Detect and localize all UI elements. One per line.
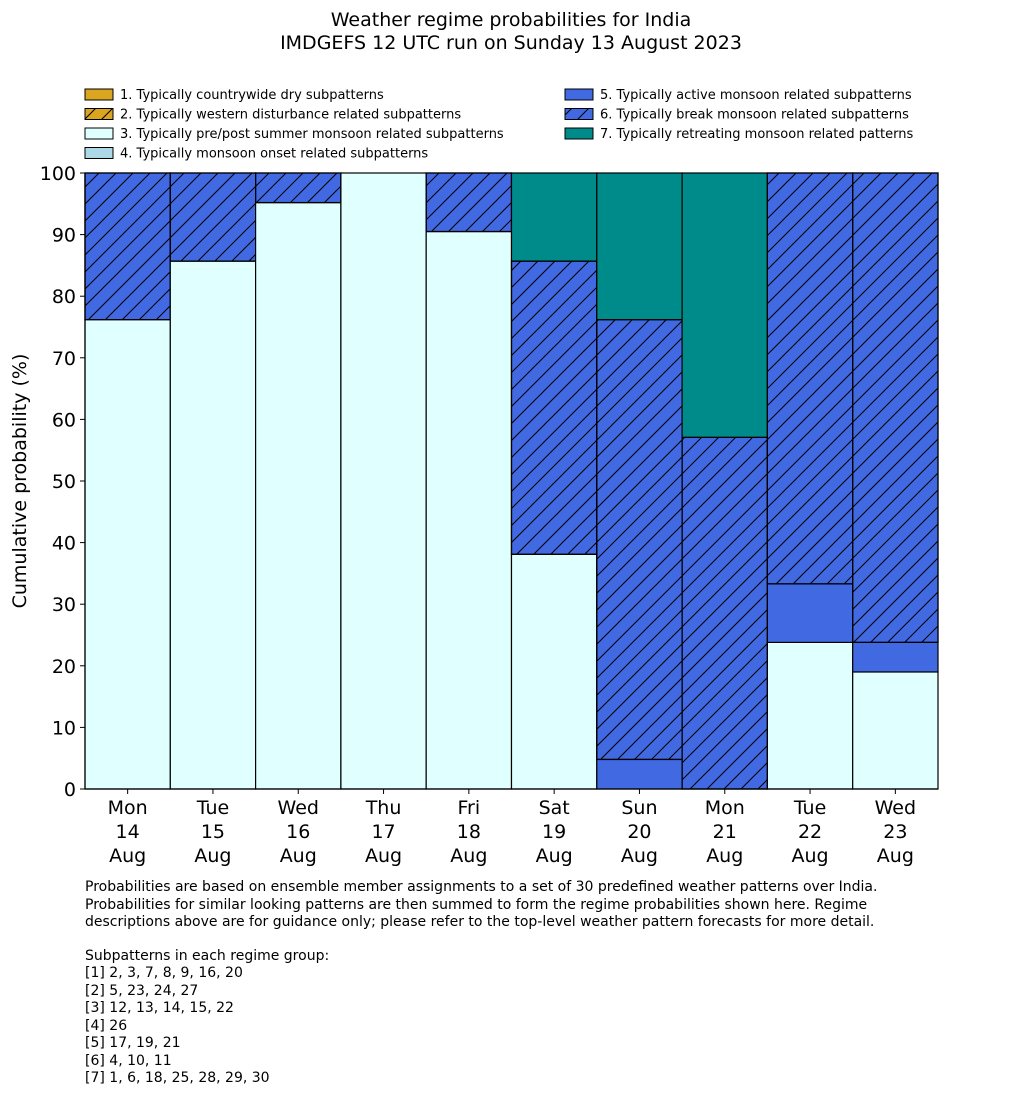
y-tick-label: 70 xyxy=(52,348,76,370)
bar-hatch-regime-6 xyxy=(596,319,683,761)
x-tick-label: 17 xyxy=(371,821,395,843)
footer-group-line: [7] 1, 6, 18, 25, 28, 29, 30 xyxy=(85,1070,270,1086)
legend-swatch-regime-5 xyxy=(564,88,594,101)
y-tick-label: 20 xyxy=(52,656,76,678)
legend-label-regime-2: 2. Typically western disturbance related… xyxy=(120,108,461,123)
x-tick-label: Aug xyxy=(194,845,231,867)
bar-segment-regime-7 xyxy=(596,172,683,321)
bar-segment-regime-3 xyxy=(340,172,427,790)
bar-hatch-regime-6 xyxy=(425,172,513,233)
x-tick-label: Sat xyxy=(539,797,570,819)
x-tick-label: Wed xyxy=(278,797,319,819)
bar-segment-regime-3 xyxy=(169,260,257,790)
x-tick-label: 15 xyxy=(201,821,225,843)
bar-segment-regime-5 xyxy=(596,758,683,790)
legend-label-regime-4: 4. Typically monsoon onset related subpa… xyxy=(120,147,428,162)
bar-segment-regime-7 xyxy=(510,172,598,262)
x-tick-label: 14 xyxy=(116,821,140,843)
x-tick-label: Aug xyxy=(536,845,573,867)
bars xyxy=(84,172,939,790)
y-tick-label: 100 xyxy=(40,163,76,185)
axes: 0102030405060708090100Mon14AugTue15AugWe… xyxy=(40,163,938,867)
x-tick-label: Aug xyxy=(450,845,487,867)
legend-label-regime-3: 3. Typically pre/post summer monsoon rel… xyxy=(120,127,504,142)
x-tick-label: Thu xyxy=(365,797,402,819)
bar-hatch-regime-6 xyxy=(510,260,598,555)
x-tick-label: 21 xyxy=(713,821,737,843)
x-tick-label: Aug xyxy=(365,845,402,867)
x-tick-label: Mon xyxy=(705,797,745,819)
y-tick-label: 40 xyxy=(52,533,76,555)
x-tick-label: 19 xyxy=(542,821,566,843)
x-tick-label: Aug xyxy=(621,845,658,867)
bar-segment-regime-3 xyxy=(510,553,598,790)
x-tick-label: Tue xyxy=(793,797,826,819)
bar-hatch-regime-6 xyxy=(255,172,342,204)
bar-segment-regime-5 xyxy=(852,641,939,673)
x-tick-label: 22 xyxy=(798,821,822,843)
bar-hatch-regime-6 xyxy=(766,172,854,585)
x-tick-label: Sun xyxy=(621,797,657,819)
x-tick-label: Aug xyxy=(109,845,146,867)
legend-swatch-regime-4 xyxy=(84,147,114,159)
x-tick-label: Tue xyxy=(196,797,229,819)
x-tick-label: 20 xyxy=(627,821,651,843)
chart-title-line-2: IMDGEFS 12 UTC run on Sunday 13 August 2… xyxy=(280,32,742,54)
footer-groups-title: Subpatterns in each regime group: xyxy=(85,948,330,964)
bar-hatch-regime-6 xyxy=(169,172,257,262)
footer-group-line: [5] 17, 19, 21 xyxy=(85,1035,181,1051)
bar-segment-regime-3 xyxy=(852,671,939,790)
footer-note: Probabilities are based on ensemble memb… xyxy=(85,879,878,930)
bar-hatch-regime-6 xyxy=(84,172,171,321)
legend-label-regime-5: 5. Typically active monsoon related subp… xyxy=(600,88,912,103)
bar-segment-regime-3 xyxy=(255,201,342,790)
legend-swatch-regime-1 xyxy=(84,88,114,101)
x-tick-label: 16 xyxy=(286,821,310,843)
footer-group-line: [2] 5, 23, 24, 27 xyxy=(85,982,199,999)
x-tick-label: Wed xyxy=(875,797,916,819)
footer-group-line: [6] 4, 10, 11 xyxy=(85,1052,172,1069)
y-tick-label: 0 xyxy=(64,779,76,801)
x-tick-label: Aug xyxy=(706,845,743,867)
footer-group-line: [3] 12, 13, 14, 15, 22 xyxy=(85,1000,234,1016)
legend-label-regime-6: 6. Typically break monsoon related subpa… xyxy=(600,108,909,123)
x-tick-label: 18 xyxy=(457,821,481,843)
bar-hatch-regime-6 xyxy=(681,436,768,790)
legend-hatch-regime-2 xyxy=(84,108,114,120)
bar-segment-regime-5 xyxy=(766,583,854,643)
legend: 1. Typically countrywide dry subpatterns… xyxy=(84,88,913,162)
y-tick-label: 60 xyxy=(52,409,76,431)
x-tick-label: Fri xyxy=(458,797,481,819)
x-tick-label: Aug xyxy=(791,845,828,867)
footer-groups: [1] 2, 3, 7, 8, 9, 16, 20 [2] 5, 23, 24, … xyxy=(85,965,685,1088)
footer-group-line: [1] 2, 3, 7, 8, 9, 16, 20 xyxy=(85,965,243,981)
bar-segment-regime-3 xyxy=(84,319,171,790)
y-axis-label: Cumulative probability (%) xyxy=(9,354,31,609)
y-tick-label: 50 xyxy=(52,471,76,493)
chart-title-line-1: Weather regime probabilities for India xyxy=(331,9,692,31)
y-tick-label: 90 xyxy=(52,225,76,247)
legend-label-regime-7: 7. Typically retreating monsoon related … xyxy=(600,127,913,142)
y-tick-label: 30 xyxy=(52,594,76,616)
footer-group-line: [4] 26 xyxy=(85,1017,128,1034)
bar-segment-regime-7 xyxy=(681,172,768,438)
legend-hatch-regime-6 xyxy=(564,108,594,120)
legend-swatch-regime-7 xyxy=(564,127,594,140)
x-tick-label: Aug xyxy=(877,845,914,867)
legend-label-regime-1: 1. Typically countrywide dry subpatterns xyxy=(120,88,384,103)
y-tick-label: 80 xyxy=(52,286,76,308)
bar-hatch-regime-6 xyxy=(852,172,939,643)
x-tick-label: Mon xyxy=(108,797,148,819)
x-tick-label: 23 xyxy=(883,821,907,843)
bar-segment-regime-3 xyxy=(766,641,854,790)
bar-segment-regime-3 xyxy=(425,230,513,790)
x-tick-label: Aug xyxy=(280,845,317,867)
legend-swatch-regime-3 xyxy=(84,127,114,140)
y-tick-label: 10 xyxy=(52,717,76,739)
